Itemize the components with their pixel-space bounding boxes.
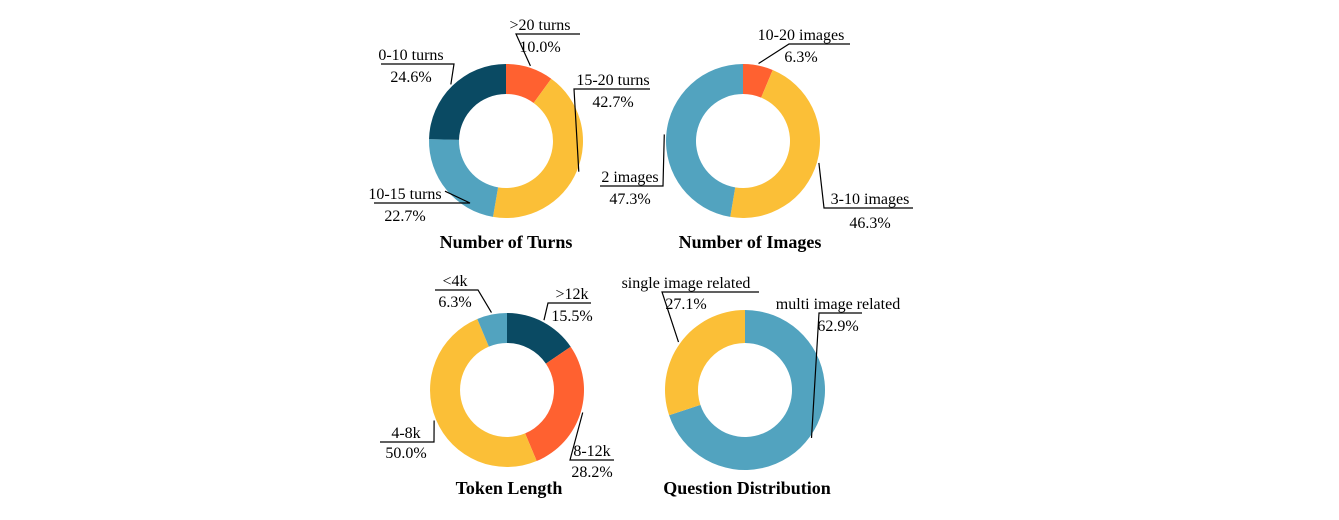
slice-percent-label: 62.9% [817, 318, 858, 335]
leader-line [758, 43, 850, 65]
slice-percent-label: 27.1% [665, 296, 706, 313]
leader-line [435, 289, 492, 313]
leader-line [661, 291, 759, 343]
donut-slice [430, 318, 537, 467]
donut-chart-4: multi image related 62.9% single image rel… [622, 275, 901, 498]
chart-title: Token Length [456, 478, 563, 498]
slice-label: 2 images [601, 169, 658, 186]
slice-label: 10-15 turns [368, 186, 441, 203]
slice-percent-label: 28.2% [571, 464, 612, 481]
slice-label: 15-20 turns [576, 72, 649, 89]
slice-label: 3-10 images [831, 191, 910, 208]
slice-percent-label: 47.3% [609, 191, 650, 208]
leader-line [374, 190, 471, 204]
donut-chart-2: 10-20 images 6.3% 3-10 images 46.3% 2 images… [600, 27, 913, 252]
donut-slice [492, 78, 583, 219]
leader-line [818, 162, 913, 209]
slice-label: 10-20 images [758, 27, 845, 44]
leader-line [543, 302, 591, 321]
leader-line [600, 134, 665, 187]
leader-line [569, 412, 614, 461]
donut-slice [506, 64, 552, 103]
slice-label: 8-12k [573, 443, 610, 460]
leader-line [810, 312, 862, 439]
leader-line [380, 420, 435, 443]
donut-slice [429, 64, 506, 140]
donut-chart-1: >20 turns 10.0% 15-20 turns 42.7% 10-15 turn… [368, 17, 650, 252]
leader-line [381, 63, 455, 85]
chart-title: Number of Images [679, 232, 822, 252]
donut-slice [665, 310, 745, 416]
donut-slice [730, 69, 820, 218]
leader-line [515, 33, 580, 67]
donut-slice [666, 64, 743, 217]
slice-percent-label: 6.3% [438, 294, 471, 311]
donut-slice [429, 139, 499, 217]
slice-percent-label: 6.3% [784, 49, 817, 66]
donut-slice [525, 346, 584, 462]
donut-chart-3: >12k 15.5% 8-12k 28.2% 4-8k 50.0% <4k 6.3% Token… [380, 273, 614, 498]
leader-line [573, 88, 650, 172]
slice-label: single image related [622, 275, 751, 292]
chart-title: Question Distribution [663, 478, 831, 498]
chart-title: Number of Turns [440, 232, 573, 252]
donut-slice [477, 313, 507, 347]
slice-label: multi image related [776, 296, 900, 313]
slice-percent-label: 50.0% [385, 445, 426, 462]
slice-percent-label: 10.0% [519, 39, 560, 56]
slice-label: 4-8k [391, 425, 420, 442]
slice-label: >12k [555, 286, 588, 303]
slice-percent-label: 22.7% [384, 208, 425, 225]
donut-slice [507, 313, 571, 364]
slice-percent-label: 24.6% [390, 69, 431, 86]
slice-label: 0-10 turns [378, 47, 443, 64]
slice-percent-label: 46.3% [849, 215, 890, 232]
slice-label: <4k [442, 273, 467, 290]
slice-percent-label: 15.5% [551, 308, 592, 325]
slice-label: >20 turns [509, 17, 570, 34]
donut-slice [669, 310, 826, 471]
donut-slice [743, 64, 773, 98]
slice-percent-label: 42.7% [592, 94, 633, 111]
